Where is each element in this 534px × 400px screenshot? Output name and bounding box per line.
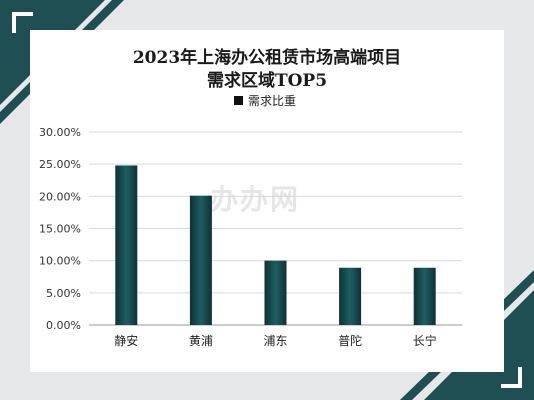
top-left-bracket-icon xyxy=(12,12,33,33)
bar xyxy=(189,195,212,325)
bar xyxy=(264,260,287,325)
chart-title-line2: 需求区域TOP5 xyxy=(206,71,328,91)
y-tick-label: 0.00% xyxy=(46,319,81,332)
y-tick-label: 15.00% xyxy=(39,223,81,236)
bar xyxy=(339,267,362,325)
chart-title-line1: 2023年上海办公租赁市场高端项目 xyxy=(132,48,402,68)
x-tick-label: 黄浦 xyxy=(189,334,213,348)
y-tick-label: 25.00% xyxy=(39,158,81,171)
x-tick-label: 静安 xyxy=(114,333,138,348)
bar xyxy=(413,267,436,325)
x-tick-label: 长宁 xyxy=(413,333,437,348)
watermark-text: 办办网 xyxy=(210,183,301,216)
legend-label: 需求比重 xyxy=(248,94,297,108)
x-tick-label: 普陀 xyxy=(338,333,362,348)
x-tick-label: 浦东 xyxy=(263,334,287,348)
y-tick-label: 20.00% xyxy=(39,190,81,203)
bar xyxy=(115,165,138,325)
y-tick-label: 5.00% xyxy=(46,287,81,300)
bottom-right-bracket-icon xyxy=(501,367,522,388)
y-tick-label: 10.00% xyxy=(39,255,81,268)
chart-legend: 需求比重 xyxy=(234,92,296,109)
legend-swatch xyxy=(234,96,243,105)
y-tick-label: 30.00% xyxy=(39,126,81,139)
